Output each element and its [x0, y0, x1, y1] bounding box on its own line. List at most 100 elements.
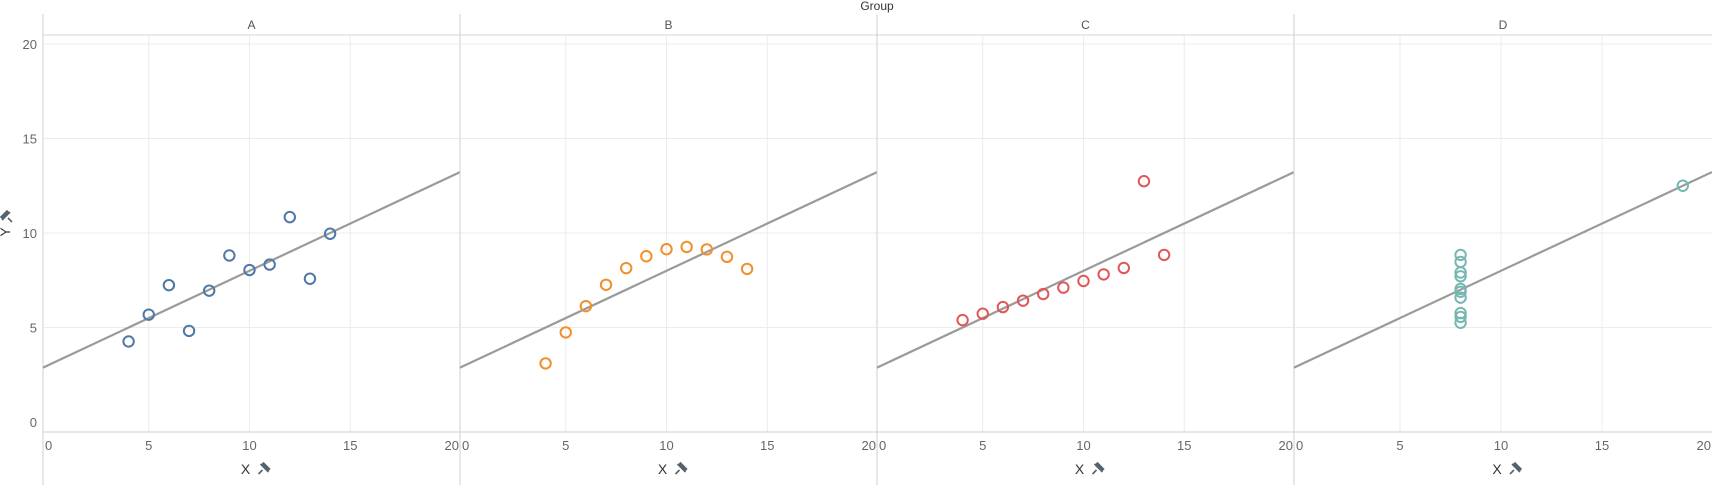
data-point[interactable]	[620, 261, 633, 275]
pin-head	[676, 461, 688, 473]
x-tick-label: 0	[1296, 438, 1303, 453]
column-header-group: Group	[860, 0, 894, 13]
y-tick-label: 20	[23, 37, 37, 52]
pin-needle	[1091, 469, 1098, 475]
panel-c: C 0 5 10 15 20 X	[876, 14, 1295, 485]
trend-line	[459, 171, 878, 369]
data-point[interactable]	[1057, 281, 1070, 294]
pin-icon[interactable]	[674, 461, 688, 475]
pin-head	[1093, 461, 1105, 473]
x-tick-label: 20	[1697, 438, 1711, 453]
data-point[interactable]	[579, 299, 593, 313]
x-tick-label: 20	[1279, 438, 1293, 453]
data-point[interactable]	[1676, 179, 1690, 192]
x-tick-label: 5	[145, 438, 152, 453]
x-tick-label: 20	[445, 438, 459, 453]
pin-needle	[257, 469, 264, 475]
data-point[interactable]	[660, 243, 673, 256]
data-point[interactable]	[640, 250, 653, 263]
pin-icon[interactable]	[1509, 461, 1523, 475]
x-tick-label: 5	[1396, 438, 1403, 453]
data-point[interactable]	[1454, 248, 1467, 262]
data-point[interactable]	[1137, 175, 1151, 188]
data-point[interactable]	[1454, 270, 1467, 283]
pin-icon[interactable]	[257, 461, 271, 475]
data-point[interactable]	[223, 249, 236, 262]
x-tick-label: 10	[242, 438, 256, 453]
data-point[interactable]	[559, 326, 572, 339]
x-axis-label: X	[241, 461, 251, 477]
pin-icon[interactable]	[1091, 461, 1105, 475]
x-tick-label: 20	[862, 438, 876, 453]
pin-needle	[7, 217, 13, 223]
x-tick-label: 5	[979, 438, 986, 453]
x-axis-label: X	[658, 461, 668, 477]
data-point[interactable]	[283, 210, 296, 224]
data-point[interactable]	[700, 243, 713, 256]
data-point[interactable]	[1454, 266, 1467, 279]
data-point[interactable]	[1454, 291, 1467, 304]
data-point[interactable]	[122, 335, 135, 348]
y-tick-label: 15	[23, 132, 37, 147]
pin-head	[0, 209, 11, 221]
x-tick-label: 15	[343, 438, 357, 453]
x-tick-label: 0	[45, 438, 52, 453]
x-tick-label: 15	[1177, 438, 1191, 453]
y-tick-label: 0	[30, 415, 37, 430]
x-axis-label: X	[1492, 461, 1502, 477]
x-tick-label: 10	[659, 438, 673, 453]
data-point[interactable]	[303, 272, 317, 285]
x-tick-label: 10	[1494, 438, 1508, 453]
panel-d: D 0 5 10 15 20 X	[1293, 14, 1712, 485]
x-tick-label: 5	[562, 438, 569, 453]
trend-line	[876, 171, 1295, 369]
panel-header: B	[664, 18, 672, 32]
data-point[interactable]	[976, 307, 989, 320]
panels-container: 0 5 10 15 20 A 0 5 10 15 20 X B 0 5 10 15 20 X C 0 5 10 15 20 X D 0…	[23, 14, 1712, 485]
data-point[interactable]	[1097, 268, 1110, 281]
panel-header: C	[1081, 18, 1090, 32]
data-point[interactable]	[956, 313, 969, 327]
data-point[interactable]	[1016, 294, 1030, 307]
data-point[interactable]	[1454, 316, 1467, 329]
y-axis-pin-icon[interactable]	[0, 209, 13, 223]
panel-b: B 0 5 10 15 20 X	[459, 14, 878, 485]
data-point[interactable]	[323, 227, 337, 240]
data-point[interactable]	[162, 278, 176, 292]
data-point[interactable]	[263, 258, 276, 271]
data-point[interactable]	[1454, 285, 1467, 298]
data-point[interactable]	[720, 250, 734, 264]
data-point[interactable]	[1454, 310, 1467, 324]
data-point[interactable]	[1117, 261, 1131, 275]
pin-head	[259, 461, 271, 473]
data-point[interactable]	[203, 284, 216, 297]
data-point[interactable]	[539, 357, 552, 370]
data-point[interactable]	[680, 240, 693, 254]
data-point[interactable]	[996, 300, 1010, 314]
pin-needle	[1509, 469, 1515, 475]
panel-header: A	[247, 18, 255, 32]
data-point[interactable]	[599, 278, 613, 291]
x-tick-label: 10	[1076, 438, 1090, 453]
x-tick-label: 15	[1595, 438, 1609, 453]
data-point[interactable]	[182, 324, 196, 338]
y-tick-label: 10	[23, 226, 37, 241]
panel-header: D	[1499, 18, 1508, 32]
data-point[interactable]	[740, 262, 754, 276]
data-point[interactable]	[1077, 274, 1090, 288]
data-point[interactable]	[243, 263, 256, 277]
x-tick-label: 15	[760, 438, 774, 453]
data-point[interactable]	[1037, 287, 1050, 301]
data-point[interactable]	[1157, 248, 1171, 262]
data-point[interactable]	[142, 308, 155, 321]
x-tick-label: 0	[879, 438, 886, 453]
trend-line	[42, 171, 461, 369]
pin-needle	[674, 469, 681, 475]
x-axis-label: X	[1075, 461, 1085, 477]
panel-a: A 0 5 10 15 20 X	[42, 14, 461, 485]
pin-head	[1511, 461, 1523, 473]
data-point[interactable]	[1454, 255, 1467, 269]
x-tick-label: 0	[462, 438, 469, 453]
y-axis-label: Y	[0, 227, 13, 237]
